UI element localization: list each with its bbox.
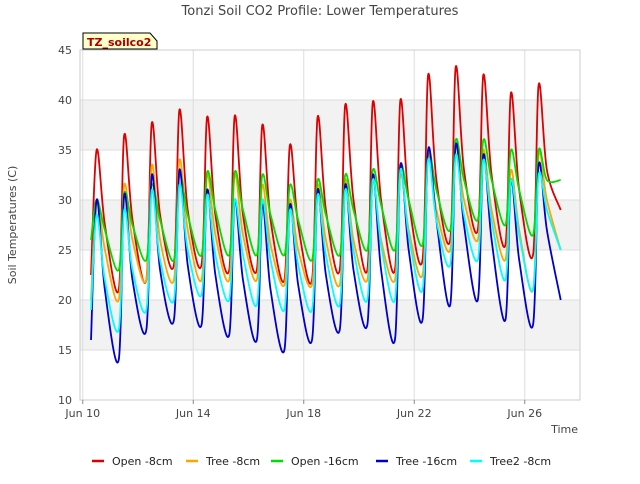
legend-label: Tree2 -8cm <box>489 455 551 468</box>
x-tick-label: Jun 22 <box>396 407 432 420</box>
legend-label: Tree -8cm <box>205 455 260 468</box>
x-tick-label: Jun 26 <box>506 407 542 420</box>
x-tick-label: Jun 10 <box>64 407 100 420</box>
grid-band <box>80 300 580 350</box>
y-tick-label: 15 <box>58 344 72 357</box>
y-tick-label: 40 <box>58 94 72 107</box>
chart-title: Tonzi Soil CO2 Profile: Lower Temperatur… <box>181 4 459 19</box>
y-axis-label: Soil Temperatures (C) <box>6 166 19 285</box>
legend-label: Open -16cm <box>291 455 359 468</box>
legend-label: Open -8cm <box>112 455 173 468</box>
y-tick-label: 35 <box>58 144 72 157</box>
annotation-label: TZ_soilco2 <box>87 36 151 49</box>
plot-border <box>79 49 581 401</box>
y-tick-label: 30 <box>58 194 72 207</box>
y-tick-label: 20 <box>58 294 72 307</box>
series-line <box>90 142 562 364</box>
y-tick-label: 45 <box>58 44 72 57</box>
series-line <box>90 137 561 272</box>
series-line <box>90 153 562 333</box>
x-axis-label: Time <box>550 423 578 436</box>
y-tick-label: 25 <box>58 244 72 257</box>
legend-label: Tree -16cm <box>395 455 457 468</box>
annotation-box: TZ_soilco2 <box>82 32 158 50</box>
y-tick-label: 10 <box>58 394 72 407</box>
grid-band <box>80 100 580 150</box>
x-tick-label: Jun 18 <box>285 407 321 420</box>
x-tick-label: Jun 14 <box>175 407 211 420</box>
